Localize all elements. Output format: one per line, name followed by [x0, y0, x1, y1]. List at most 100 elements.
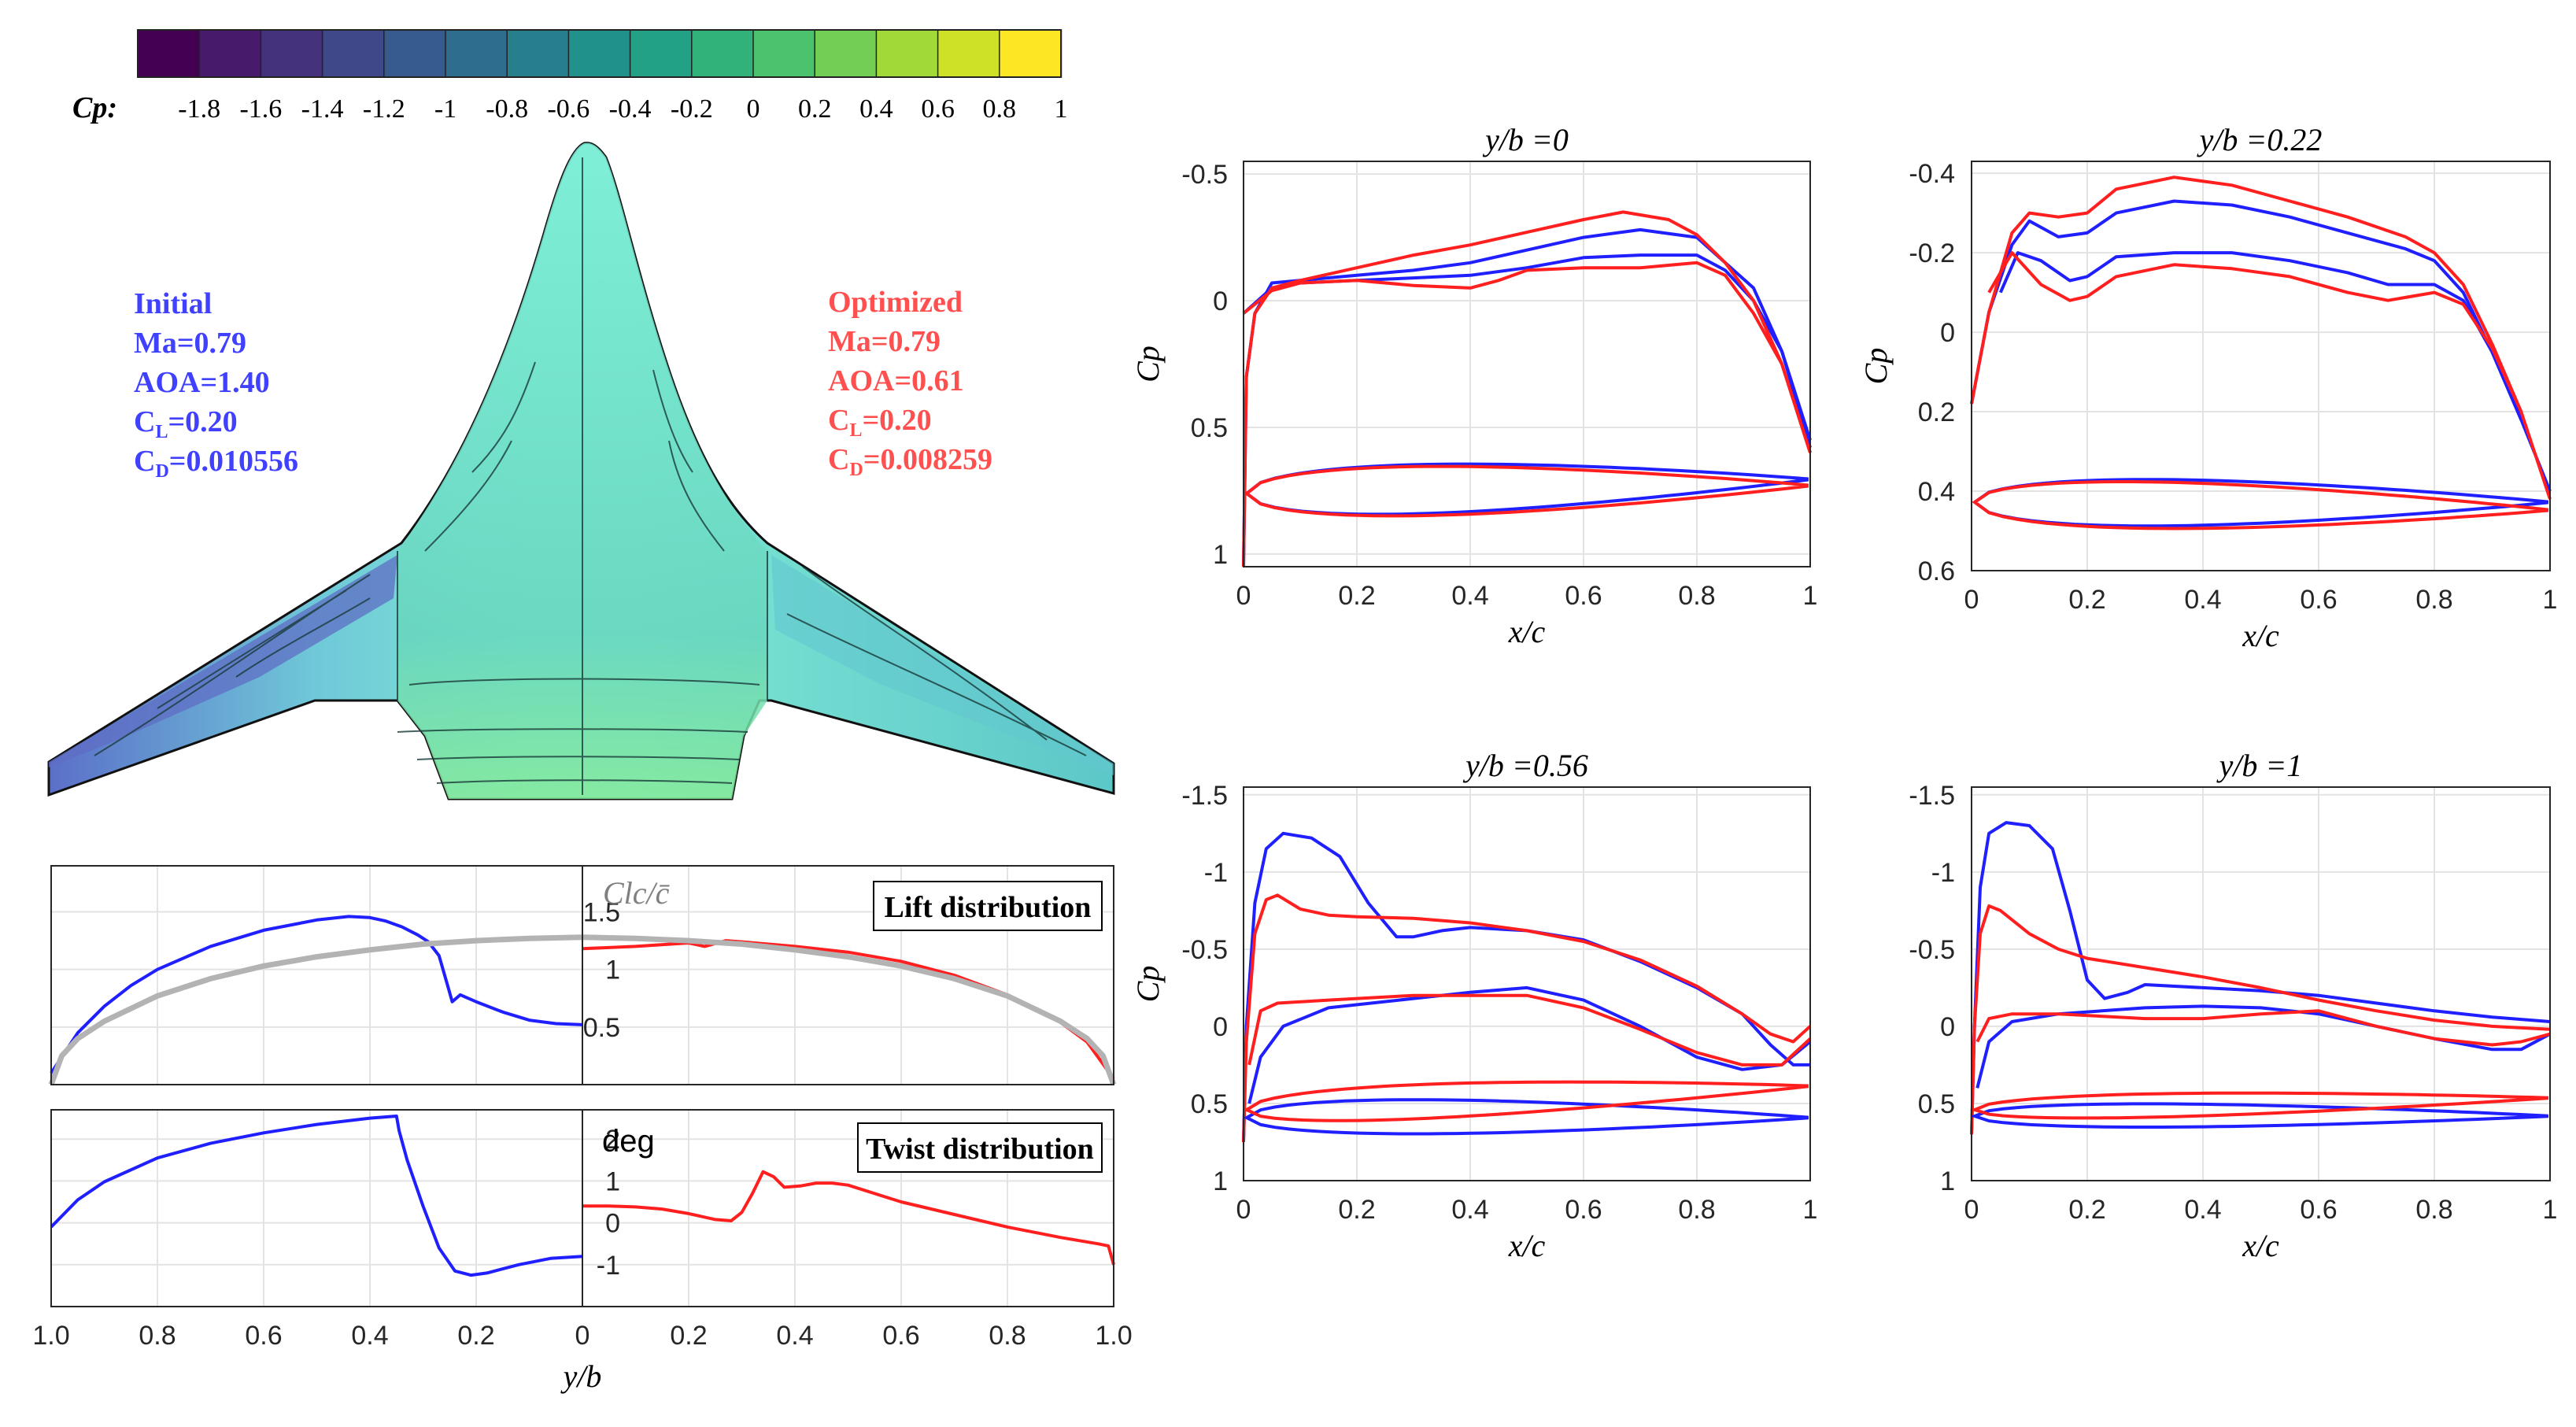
y-tick-label: 1	[1940, 1166, 1955, 1196]
twist-title: Twist distribution	[866, 1133, 1094, 1166]
aircraft-left-dark-region	[49, 555, 397, 767]
colorbar-cell	[137, 29, 201, 78]
legend-initial-cl-sub: L	[155, 422, 168, 442]
spanwise-xlabel: y/b	[560, 1359, 602, 1394]
y-tick-label: 1	[1213, 1166, 1228, 1196]
legend-optimized-cd-symbol: C	[828, 443, 849, 476]
airfoil-initial	[1244, 462, 1809, 516]
y-tick-label: 0.5	[1191, 413, 1228, 443]
plot-background	[1244, 787, 1810, 1181]
x-axis-label: x/c	[1508, 614, 1546, 649]
series-optimized-upper	[1242, 893, 1812, 1143]
y-tick-label: -0.4	[1909, 159, 1955, 189]
airfoil-initial	[1243, 1098, 1809, 1136]
legend-initial-cd-value: =0.010556	[169, 445, 298, 478]
x-tick-label: 0.2	[670, 1321, 707, 1351]
colorbar-tick-label: -1.8	[178, 94, 220, 124]
cp-plot-yb-0.56: -1.5-1-0.500.510 0.2 0.4 0.6 0.8 1y/b =0.56x/…	[1130, 748, 1817, 1263]
aircraft-right-region	[771, 555, 1114, 775]
colorbar-cell	[383, 29, 447, 78]
series-initial-lower	[1247, 985, 1812, 1104]
colorbar-tick-label: -0.4	[609, 94, 652, 124]
y-tick-label: 0	[605, 1209, 620, 1239]
x-tick-label: 0	[1964, 585, 1979, 615]
y-tick-label: 0	[1213, 287, 1228, 316]
colorbar-tick-label: 0.8	[983, 94, 1017, 124]
x-tick-label: 0.8	[1678, 581, 1715, 611]
legend-initial-line-3: AOA=1.40	[134, 366, 270, 399]
x-tick-label: 0.4	[2184, 585, 2221, 615]
colorbar-tick-label: 0.6	[921, 94, 955, 124]
colorbar-tick-label: -1.4	[301, 94, 344, 124]
twist-ylabel: deg	[602, 1124, 655, 1159]
x-tick-label: 0.2	[2068, 1195, 2105, 1225]
colorbar-tick-label: -0.6	[547, 94, 589, 124]
colorbar-cell	[198, 29, 262, 78]
x-tick-label: 0	[575, 1321, 590, 1351]
x-tick-label: 1	[2543, 1195, 2558, 1225]
legend-initial: Initial Ma=0.79 AOA=1.40 CL=0.20 CD=0.01…	[134, 287, 298, 482]
legend-optimized-cl: CL=0.20	[828, 404, 932, 441]
y-tick-label: 2	[605, 1125, 620, 1155]
colorbar-frame	[137, 29, 1062, 78]
colorbar-tick-label: 0.4	[859, 94, 893, 124]
y-tick-label: -0.5	[1909, 935, 1955, 965]
series-optimized-lower	[1242, 261, 1812, 453]
y-tick-label: 0.4	[1918, 477, 1955, 507]
y-tick-label: 0	[1213, 1012, 1228, 1042]
x-axis-label: x/c	[2242, 618, 2279, 653]
x-tick-label: 0.8	[2415, 585, 2452, 615]
colorbar-cell	[875, 29, 939, 78]
series-initial	[50, 915, 583, 1074]
x-tick-label: 0.6	[1565, 581, 1602, 611]
lift-title: Lift distribution	[885, 891, 1092, 924]
airfoil-optimized	[1243, 1080, 1809, 1122]
x-axis-label: x/c	[1508, 1228, 1546, 1263]
legend-initial-line-1: Initial	[134, 287, 212, 320]
y-tick-label: -1	[1204, 858, 1228, 888]
colorbar-tick-label: -1	[434, 94, 456, 124]
y-tick-label: -1.5	[1909, 781, 1955, 811]
y-tick-label: -0.5	[1181, 160, 1228, 190]
y-axis-label: Cp	[1130, 346, 1166, 383]
colorbar-tick-label: 0	[747, 94, 760, 124]
legend-optimized-line-1: Optimized	[828, 286, 963, 319]
plot-frame	[1971, 786, 2551, 1181]
x-tick-label: 1.0	[1095, 1321, 1132, 1351]
colorbar-tick-label: 0.2	[798, 94, 832, 124]
legend-optimized-cd-value: =0.008259	[863, 443, 992, 476]
plot-background	[1244, 161, 1810, 567]
y-tick-label: -0.2	[1909, 238, 1955, 268]
y-tick-label: -1.5	[1181, 781, 1228, 811]
cp-plot-yb-1: -1.5-1-0.500.510 0.2 0.4 0.6 0.8 1y/b =1x/c	[1909, 748, 2557, 1263]
x-tick-label: 1	[1803, 1195, 1818, 1225]
colorbar-tick-label: -0.2	[671, 94, 713, 124]
x-tick-label: 0.6	[1565, 1195, 1602, 1225]
x-tick-label: 1	[1803, 581, 1818, 611]
y-tick-label: 0	[1940, 1012, 1955, 1042]
legend-optimized-line-3: AOA=0.61	[828, 364, 964, 397]
x-tick-label: 1	[2543, 585, 2558, 615]
series-initial-lower	[1975, 1004, 2551, 1089]
x-tick-label: 0	[1236, 581, 1251, 611]
x-tick-label: 0.2	[2068, 585, 2105, 615]
y-tick-label: 0.2	[1918, 397, 1955, 427]
airfoil-optimized	[1970, 1091, 2548, 1120]
series-optimized-lower	[1247, 993, 1812, 1067]
colorbar-tick-label: 1	[1055, 94, 1068, 124]
plot-frame	[1971, 161, 2551, 571]
plot-background	[1972, 161, 2550, 571]
x-tick-label: 0.4	[2184, 1195, 2221, 1225]
x-tick-label: 0.6	[882, 1321, 919, 1351]
legend-initial-line-2: Ma=0.79	[134, 327, 246, 360]
y-tick-label: -1	[1931, 858, 1955, 888]
legend-optimized-cl-sub: L	[849, 420, 862, 441]
colorbar-tick-label: -1.6	[239, 94, 282, 124]
x-tick-label: 0.4	[1451, 581, 1488, 611]
series-initial-upper	[1970, 199, 2552, 492]
plot-title: y/b =1	[2216, 748, 2303, 783]
plot-frame	[1243, 161, 1811, 567]
x-tick-label: 0.4	[1451, 1195, 1488, 1225]
contour-lines	[94, 157, 1087, 795]
